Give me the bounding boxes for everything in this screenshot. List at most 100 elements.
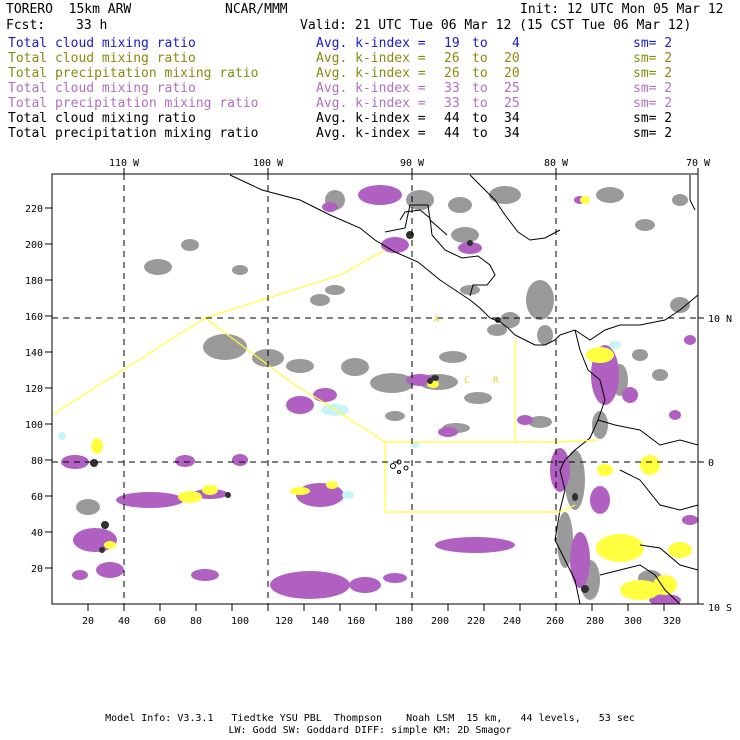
legend-field: Total precipitation mixing ratio [8, 126, 259, 141]
longitude-label: 80 W [544, 158, 569, 169]
legend-low: 26 [444, 66, 460, 81]
left-ticks [45, 207, 52, 569]
y-tick-label: 220 [25, 204, 43, 215]
x-tick-label: 200 [431, 616, 449, 627]
longitude-label: 90 W [400, 158, 425, 169]
latitude-label: 10 N [708, 314, 732, 325]
x-tick-label: 140 [311, 616, 329, 627]
legend-smooth: sm= 2 [633, 81, 673, 96]
legend-to: to [472, 111, 488, 126]
x-tick-label: 80 [190, 616, 202, 627]
legend-index: Avg. k-index = [316, 81, 426, 96]
map-frame [51, 173, 699, 605]
legend-row: Total precipitation mixing ratio Avg. k-… [8, 96, 672, 216]
x-tick-label: 120 [275, 616, 293, 627]
x-tick-label: 260 [546, 616, 564, 627]
model-title: TORERO 15km ARW [6, 2, 132, 17]
convective-cores [90, 231, 589, 593]
legend-field: Total cloud mixing ratio [8, 51, 196, 66]
y-tick-label: 20 [31, 564, 43, 575]
region-boundaries [51, 249, 599, 513]
latitude-label: 0 [708, 458, 714, 469]
legend-to: to [472, 96, 488, 111]
longitude-label: 70 W [686, 158, 711, 169]
x-tick-label: 100 [231, 616, 249, 627]
legend-smooth: sm= 2 [633, 36, 673, 51]
y-tick-label: 80 [31, 456, 43, 467]
x-tick-label: 60 [154, 616, 166, 627]
legend-high: 34 [504, 126, 520, 141]
bottom-axis-labels: 20 40 60 80 100 120 140 160 180 200 220 … [82, 616, 681, 627]
forecast-label: Fcst: [6, 18, 46, 33]
longitude-label: 110 W [109, 158, 140, 169]
legend-row: Total precipitation mixing ratio Avg. k-… [8, 66, 672, 186]
lat-lon-grid [52, 174, 698, 604]
x-tick-label: 320 [663, 616, 681, 627]
legend-to: to [472, 66, 488, 81]
x-tick-label: 40 [118, 616, 130, 627]
y-tick-label: 40 [31, 528, 43, 539]
legend-field: Total precipitation mixing ratio [8, 96, 259, 111]
x-tick-label: 20 [82, 616, 94, 627]
legend-smooth: sm= 2 [633, 66, 673, 81]
latitude-label: 10 S [708, 603, 732, 614]
legend-smooth: sm= 2 [633, 51, 673, 66]
legend-index: Avg. k-index = [316, 66, 426, 81]
x-tick-label: 280 [586, 616, 604, 627]
y-tick-label: 120 [25, 384, 43, 395]
region-labels: A C R [434, 315, 499, 386]
legend-high: 34 [504, 111, 520, 126]
y-tick-label: 60 [31, 492, 43, 503]
model-info-line-1: Model Info: V3.3.1 Tiedtke YSU PBL Thomp… [105, 713, 635, 724]
legend-row: Total cloud mixing ratio Avg. k-index = … [8, 36, 672, 156]
legend-high: 25 [504, 96, 520, 111]
legend-high: 20 [504, 51, 520, 66]
x-tick-label: 300 [624, 616, 642, 627]
legend-smooth: sm= 2 [633, 111, 673, 126]
x-tick-label: 160 [347, 616, 365, 627]
precip-purple-patches [61, 185, 698, 604]
coastlines [229, 174, 698, 604]
right-axis-labels: 10 N 0 10 S [708, 314, 732, 614]
legend-field: Total cloud mixing ratio [8, 36, 196, 51]
y-tick-label: 200 [25, 240, 43, 251]
legend-row: Total cloud mixing ratio Avg. k-index = … [8, 111, 672, 231]
x-tick-label: 180 [395, 616, 413, 627]
top-axis-labels: 110 W 100 W 90 W 80 W 70 W [109, 158, 711, 169]
legend-index: Avg. k-index = [316, 36, 426, 51]
legend-index: Avg. k-index = [316, 126, 426, 141]
legend-field: Total cloud mixing ratio [8, 111, 196, 126]
legend-low: 33 [444, 96, 460, 111]
galapagos-islands [390, 459, 409, 474]
forecast-hour: 33 h [76, 18, 108, 33]
legend-low: 44 [444, 111, 460, 126]
region-label-r: R [493, 376, 499, 386]
legend-index: Avg. k-index = [316, 96, 426, 111]
legend-low: 19 [444, 36, 460, 51]
y-tick-label: 140 [25, 348, 43, 359]
legend-to: to [472, 126, 488, 141]
legend-to: to [472, 36, 488, 51]
legend-low: 26 [444, 51, 460, 66]
legend-row: Total cloud mixing ratio Avg. k-index = … [8, 51, 672, 171]
region-label-a: A [434, 315, 440, 325]
legend-smooth: sm= 2 [633, 126, 673, 141]
model-info-line-2: LW: Godd SW: Goddard DIFF: simple KM: 2D… [228, 725, 512, 736]
init-time: Init: 12 UTC Mon 05 Mar 12 [520, 2, 724, 17]
y-tick-label: 180 [25, 276, 43, 287]
legend-to: to [472, 81, 488, 96]
left-axis-labels: 20 40 60 80 100 120 140 160 180 200 220 [25, 204, 43, 575]
legend-row: Total precipitation mixing ratio Avg. k-… [8, 126, 672, 246]
legend-index: Avg. k-index = [316, 51, 426, 66]
cloud-yellow-patches [91, 196, 692, 600]
valid-time: Valid: 21 UTC Tue 06 Mar 12 (15 CST Tue … [300, 18, 692, 33]
right-ticks [698, 317, 704, 605]
x-tick-label: 220 [467, 616, 485, 627]
legend-smooth: sm= 2 [633, 96, 673, 111]
legend-field: Total precipitation mixing ratio [8, 66, 259, 81]
legend-index: Avg. k-index = [316, 111, 426, 126]
legend-high: 25 [504, 81, 520, 96]
longitude-label: 100 W [253, 158, 284, 169]
region-label-c: C [464, 376, 469, 386]
